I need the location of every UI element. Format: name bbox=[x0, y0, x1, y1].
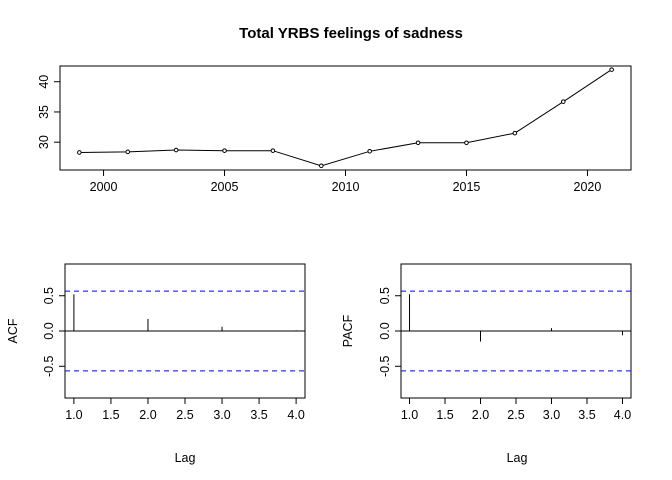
acf-panel: 1.0 1.5 2.0 2.5 3.0 3.5 4.0 -0.5 0.0 0.5 Lag ACF bbox=[6, 263, 306, 465]
pacf-x-tick-label: 3.0 bbox=[543, 408, 560, 422]
pacf-x-tick-label: 2.5 bbox=[507, 408, 524, 422]
pacf-xlabel: Lag bbox=[507, 451, 528, 465]
acf-x-tick-label: 3.5 bbox=[250, 408, 267, 422]
ts-data-point bbox=[270, 148, 276, 153]
ts-series-line bbox=[79, 69, 612, 167]
ts-plot-frame bbox=[59, 65, 632, 171]
acf-x-tick-label: 4.0 bbox=[287, 408, 304, 422]
ts-data-point bbox=[609, 67, 614, 72]
pacf-y-tick-label: 0.0 bbox=[378, 322, 392, 339]
acf-x-tick-label: 2.0 bbox=[139, 408, 156, 422]
ts-data-point bbox=[222, 148, 227, 153]
ts-x-tick-label: 2000 bbox=[90, 180, 118, 194]
acf-x-tick-label: 1.5 bbox=[102, 408, 119, 422]
acf-ylabel: ACF bbox=[6, 318, 20, 343]
ts-data-point bbox=[464, 140, 469, 146]
acf-axes: 1.0 1.5 2.0 2.5 3.0 3.5 4.0 -0.5 0.0 0.5 bbox=[42, 287, 305, 422]
ts-axes: 2000 2005 2010 2015 2020 30 35 40 bbox=[37, 75, 601, 194]
acf-x-tick-label: 2.5 bbox=[176, 408, 193, 422]
ts-x-tick-label: 2005 bbox=[211, 180, 239, 194]
ts-data-point bbox=[173, 147, 179, 153]
ts-marks bbox=[77, 67, 614, 169]
pacf-ylabel: PACF bbox=[341, 314, 355, 347]
chart-title: Total YRBS feelings of sadness bbox=[239, 25, 463, 42]
ts-data-point bbox=[125, 149, 131, 155]
ts-data-point bbox=[512, 130, 518, 136]
pacf-x-tick-label: 2.0 bbox=[472, 408, 489, 422]
pacf-x-tick-label: 4.0 bbox=[614, 408, 631, 422]
ts-x-tick-label: 2010 bbox=[332, 180, 360, 194]
pacf-panel: 1.0 1.5 2.0 2.5 3.0 3.5 4.0 -0.5 0.0 0.5 Lag PACF bbox=[341, 263, 632, 465]
acf-y-tick-label: 0.5 bbox=[42, 287, 56, 304]
acf-x-tick-label: 3.0 bbox=[213, 408, 230, 422]
pacf-y-tick-label: 0.5 bbox=[378, 287, 392, 304]
ts-y-tick-label: 30 bbox=[37, 135, 51, 149]
ts-data-point bbox=[319, 163, 324, 169]
time-series-panel: Total YRBS feelings of sadness 2000 2005 2… bbox=[37, 25, 632, 194]
pacf-x-tick-label: 1.0 bbox=[401, 408, 418, 422]
ts-x-tick-label: 2015 bbox=[453, 180, 481, 194]
pacf-x-tick-label: 1.5 bbox=[436, 408, 453, 422]
ts-data-point bbox=[77, 150, 82, 155]
pacf-x-tick-label: 3.5 bbox=[578, 408, 595, 422]
ts-y-tick-label: 40 bbox=[37, 75, 51, 89]
acf-xlabel: Lag bbox=[175, 451, 196, 465]
pacf-y-tick-label: -0.5 bbox=[378, 355, 392, 377]
pacf-marks bbox=[401, 290, 631, 372]
acf-x-tick-label: 1.0 bbox=[65, 408, 82, 422]
acf-y-tick-label: 0.0 bbox=[42, 322, 56, 339]
acf-marks bbox=[65, 290, 305, 372]
ts-data-point bbox=[367, 148, 372, 154]
ts-data-point bbox=[560, 99, 566, 104]
pacf-axes: 1.0 1.5 2.0 2.5 3.0 3.5 4.0 -0.5 0.0 0.5 bbox=[378, 287, 631, 422]
ts-y-tick-label: 35 bbox=[37, 105, 51, 119]
acf-y-tick-label: -0.5 bbox=[42, 355, 56, 377]
ts-data-point bbox=[415, 140, 421, 146]
ts-x-tick-label: 2020 bbox=[574, 180, 602, 194]
